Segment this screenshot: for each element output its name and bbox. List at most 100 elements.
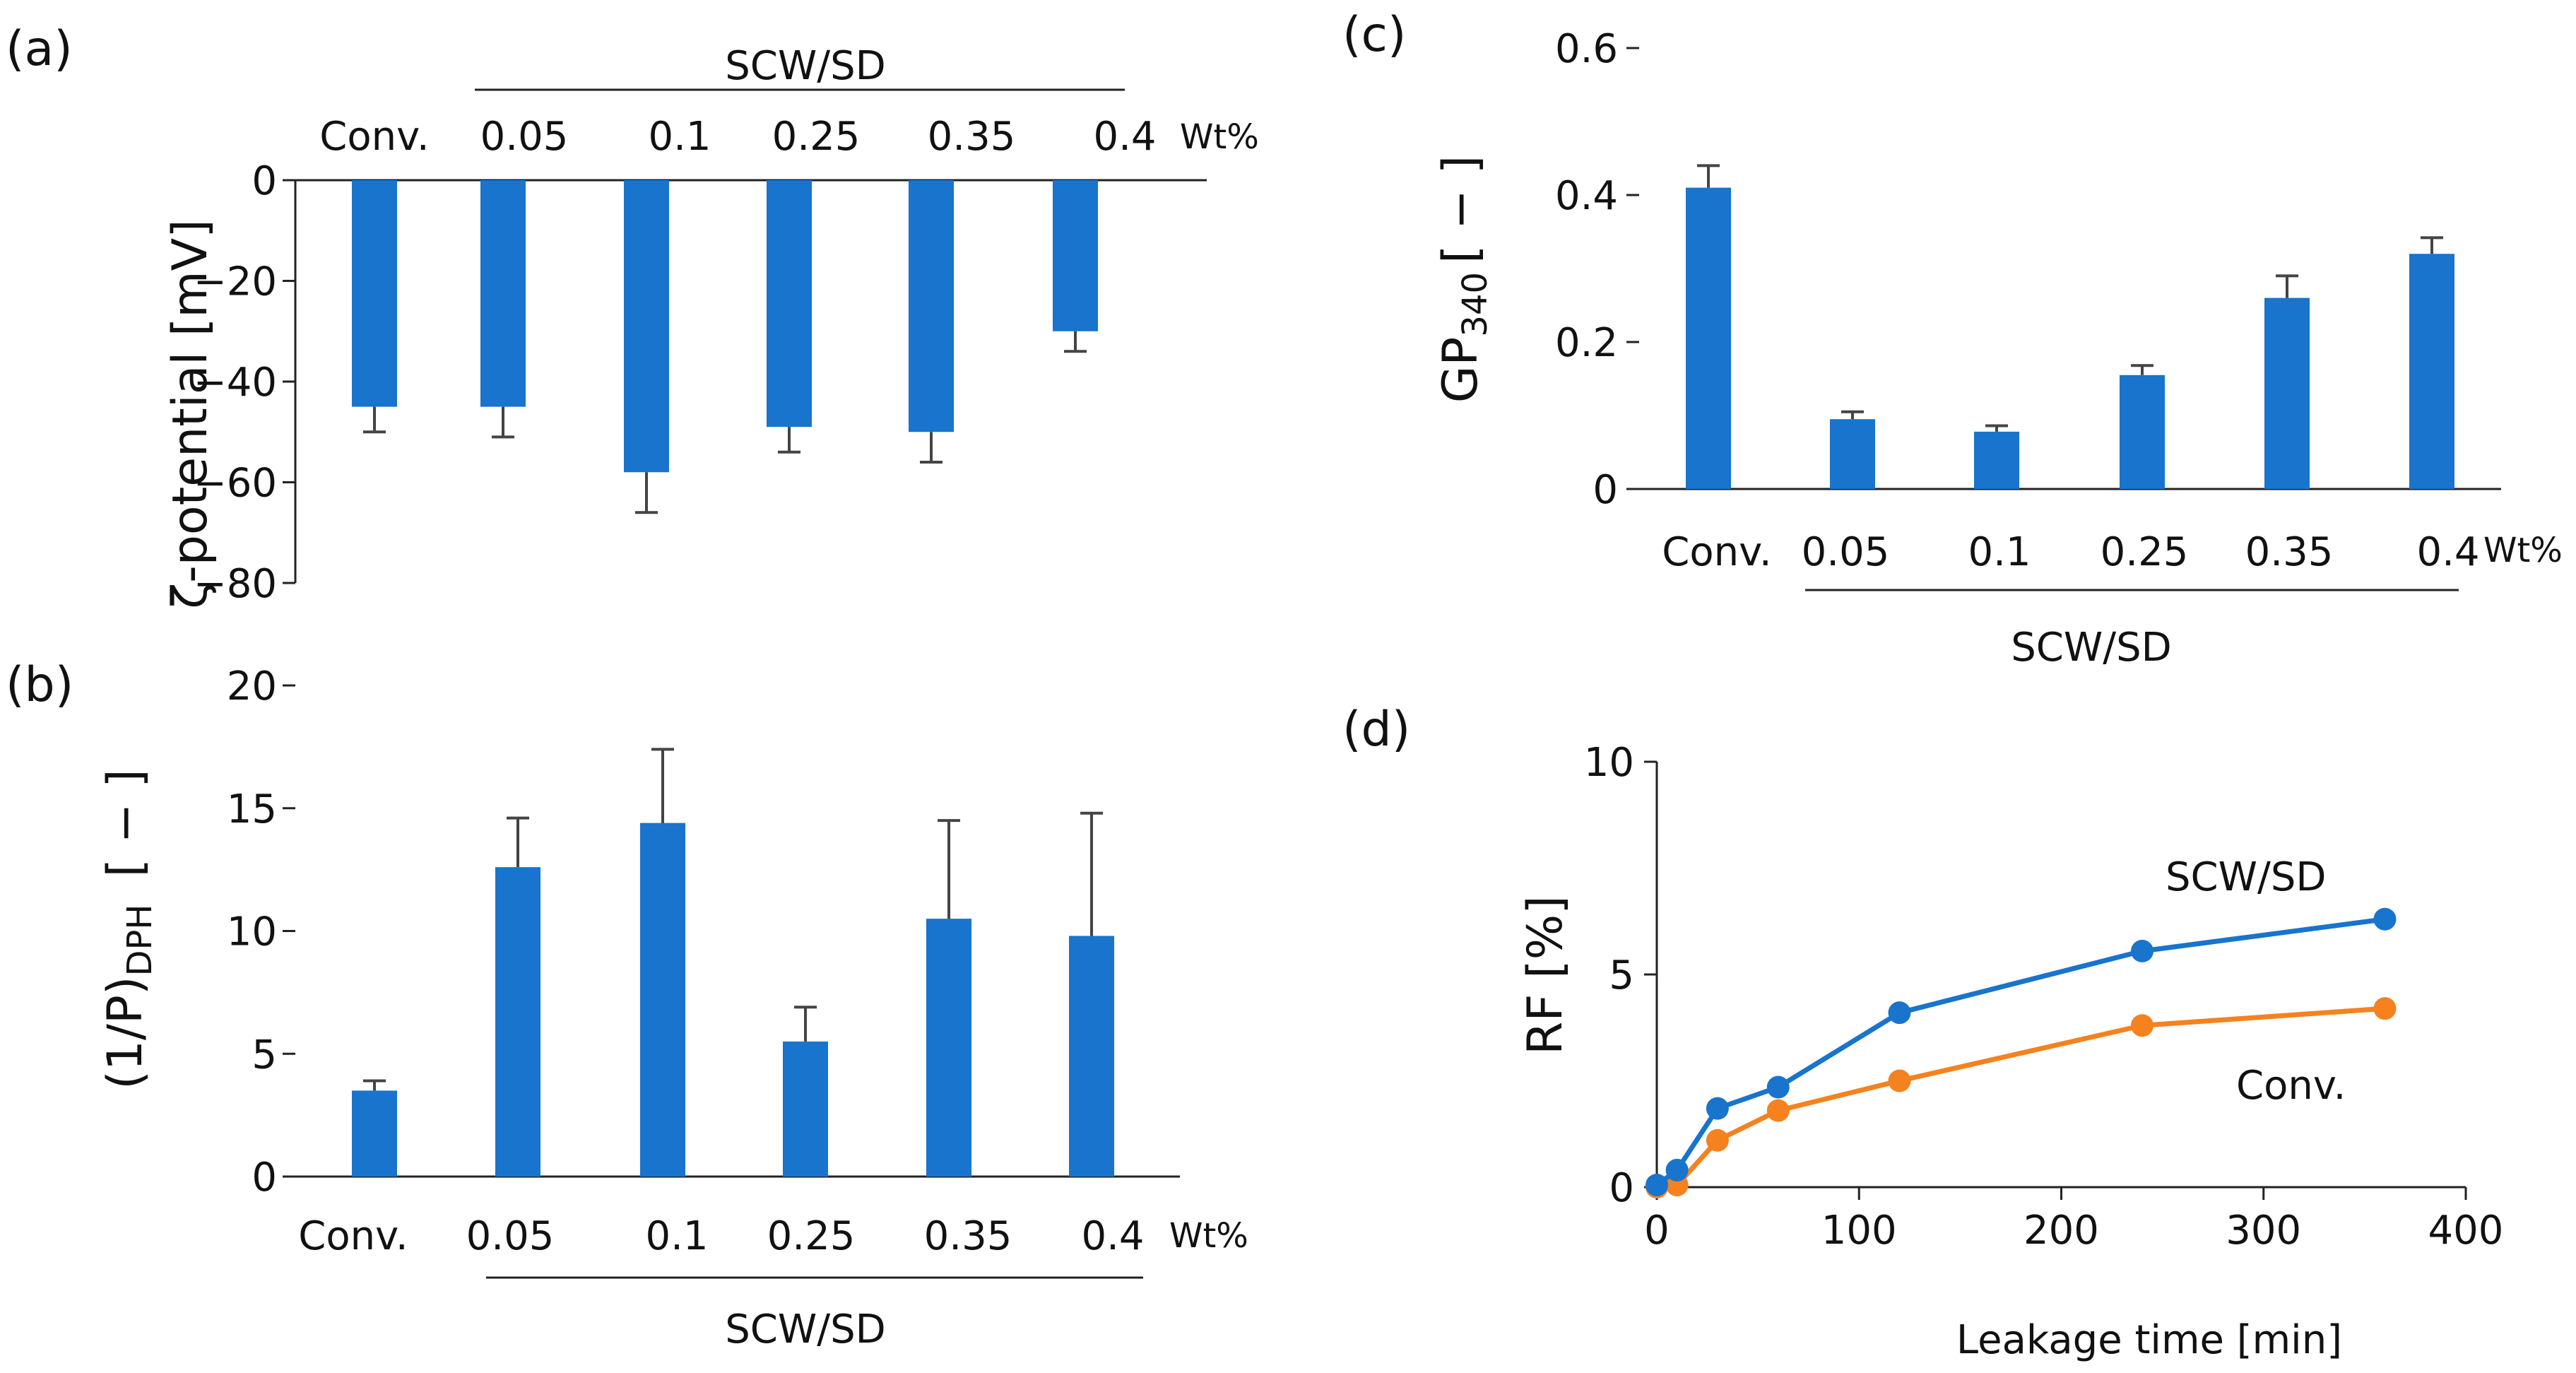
panel-a-label: (a) [6, 21, 73, 77]
panel-a-bars [352, 180, 1098, 514]
panel-d-xtick-label-4: 400 [2428, 1208, 2504, 1254]
panel-c-category-5: 0.4 [2416, 529, 2479, 575]
panel-d-xtick-label-3: 300 [2226, 1208, 2301, 1254]
panel-a-ytick-label-2: −40 [194, 360, 277, 406]
panel-d-point-conv-3 [1766, 1099, 1790, 1122]
panel-c-y-axis-label: GP340 [ − ] [1433, 155, 1495, 403]
panel-c-ylabel-main: GP [1433, 337, 1489, 403]
panel-d-ytick-label-1: 5 [1609, 953, 1634, 998]
panel-d-point-conv-2 [1706, 1129, 1729, 1152]
panel-a-ytick-label-4: −80 [194, 561, 277, 607]
panel-b-ytick-label-1: 5 [252, 1032, 277, 1078]
panel-b-bar-2 [640, 823, 685, 1177]
panel-b-bar-0 [352, 1090, 397, 1177]
panel-d-ytick-label-0: 0 [1609, 1165, 1634, 1211]
panel-d-x-ticks: 0 100 200 300 400 [1644, 1187, 2503, 1254]
panel-b-category-3: 0.25 [767, 1213, 856, 1259]
panel-a-y-axis-label: ζ-potential [mV] [163, 219, 218, 608]
panel-a-category-2: 0.1 [648, 114, 711, 160]
panel-c-category-2: 0.1 [1968, 529, 2031, 575]
panel-a-y-ticks: 0 −20 −40 −60 −80 [194, 158, 295, 607]
panel-a-category-3: 0.25 [772, 114, 861, 160]
panel-b-ylabel-main: (1/P) [98, 977, 153, 1090]
panel-d-point-scw-3 [1766, 1076, 1790, 1099]
panel-c-ytick-label-1: 0.2 [1555, 320, 1618, 366]
panel-c-bar-1 [1830, 419, 1875, 489]
panel-c-bar-2 [1974, 431, 2019, 489]
panel-c-bars [1686, 164, 2454, 489]
panel-a-ytick-label-1: −20 [194, 259, 277, 305]
panel-a-bar-3 [767, 180, 812, 428]
panel-b-bar-4 [926, 919, 971, 1177]
panel-b-bar-1 [495, 867, 540, 1177]
panel-b: (b) (1/P)DPH [ − ] 0 5 10 15 20 Conv. 0.05 0.1 0… [6, 657, 1248, 1353]
panel-b-group-label: SCW/SD [725, 1307, 886, 1353]
panel-d-point-scw-1 [1665, 1158, 1689, 1182]
panel-d-ytick-label-2: 10 [1584, 740, 1634, 786]
panel-c-bar-5 [2409, 254, 2454, 489]
panel-d-point-scw-4 [1888, 1001, 1911, 1025]
panel-a-category-0: Conv. [319, 114, 429, 160]
panel-d-xtick-label-2: 200 [2023, 1208, 2099, 1254]
panel-c-category-0: Conv. [1662, 529, 1771, 575]
panel-a-category-5: 0.4 [1093, 114, 1156, 160]
panel-c-bar-3 [2120, 375, 2165, 489]
panel-d-x-axis-label: Leakage time [min] [1956, 1317, 2342, 1363]
panel-c: (c) GP340 [ − ] 0 0.2 0.4 0.6 Conv. 0.05 0.1 0.… [1342, 7, 2563, 671]
panel-b-bar-5 [1069, 936, 1114, 1177]
panel-b-ylabel-sub: DPH [120, 904, 160, 977]
panel-c-category-3: 0.25 [2101, 529, 2189, 575]
panel-d-series [1646, 907, 2397, 1198]
panel-a-bar-1 [480, 180, 526, 407]
panel-a-category-labels: Conv. 0.05 0.1 0.25 0.35 0.4 [319, 114, 1156, 160]
panel-b-category-4: 0.35 [924, 1213, 1012, 1259]
panel-b-ytick-label-4: 20 [227, 664, 277, 709]
panel-d-series-label-conv: Conv. [2236, 1063, 2346, 1109]
panel-d-y-axis-label: RF [%] [1518, 895, 1573, 1055]
panel-b-bar-3 [783, 1041, 828, 1177]
panel-c-ytick-label-2: 0.4 [1555, 173, 1618, 219]
panel-b-category-5: 0.4 [1081, 1213, 1144, 1259]
panel-b-unit-label: Wt% [1169, 1216, 1248, 1256]
panel-d-point-scw-2 [1706, 1097, 1729, 1120]
panel-a-unit-label: Wt% [1180, 117, 1259, 157]
panel-c-unit-label: Wt% [2483, 531, 2563, 570]
panel-a-bar-5 [1053, 180, 1098, 331]
panel-c-bar-4 [2264, 297, 2310, 489]
panel-d-point-conv-6 [2373, 997, 2397, 1020]
panel-b-category-0: Conv. [298, 1213, 408, 1259]
panel-d-point-scw-6 [2373, 907, 2397, 931]
panel-d-xtick-label-0: 0 [1644, 1208, 1670, 1254]
panel-c-ytick-label-3: 0.6 [1555, 26, 1618, 72]
panel-b-category-1: 0.05 [466, 1213, 555, 1259]
panel-a-bar-2 [624, 180, 669, 473]
panel-a-bar-4 [909, 180, 954, 432]
panel-a-ytick-label-0: 0 [252, 158, 277, 204]
panel-b-ytick-label-0: 0 [252, 1155, 277, 1201]
panel-d-point-scw-0 [1646, 1173, 1668, 1196]
panel-b-ytick-label-2: 10 [227, 909, 277, 955]
panel-c-category-4: 0.35 [2245, 529, 2334, 575]
panel-b-category-2: 0.1 [645, 1213, 708, 1259]
panel-b-y-ticks: 0 5 10 15 20 [227, 664, 295, 1201]
panel-c-ylabel-sub: 340 [1455, 272, 1495, 337]
panel-d-point-conv-4 [1888, 1069, 1911, 1092]
panel-d-point-conv-5 [2131, 1014, 2153, 1037]
panel-a-category-1: 0.05 [480, 114, 569, 160]
panel-c-group-label: SCW/SD [2011, 625, 2172, 671]
panel-c-ytick-label-0: 0 [1593, 467, 1618, 513]
panel-b-y-axis-label: (1/P)DPH [ − ] [98, 769, 160, 1090]
panel-a: (a) SCW/SD Wt% ζ-potential [mV] 0 −20 −40 −… [6, 21, 1259, 609]
panel-a-ytick-label-3: −60 [194, 461, 277, 507]
panel-d: (d) RF [%] Leakage time [min] 0 5 10 0 100 2… [1342, 702, 2503, 1363]
panel-d-series-label-scw: SCW/SD [2166, 854, 2327, 900]
panel-a-category-4: 0.35 [928, 114, 1016, 160]
panel-a-bar-0 [352, 180, 397, 407]
panel-c-ylabel-suffix: [ − ] [1433, 155, 1489, 264]
panel-d-label: (d) [1342, 702, 1410, 758]
panel-c-category-1: 0.05 [1802, 529, 1890, 575]
panel-d-point-scw-5 [2131, 939, 2153, 962]
panel-c-label: (c) [1342, 7, 1406, 63]
panel-a-group-label: SCW/SD [725, 43, 886, 89]
